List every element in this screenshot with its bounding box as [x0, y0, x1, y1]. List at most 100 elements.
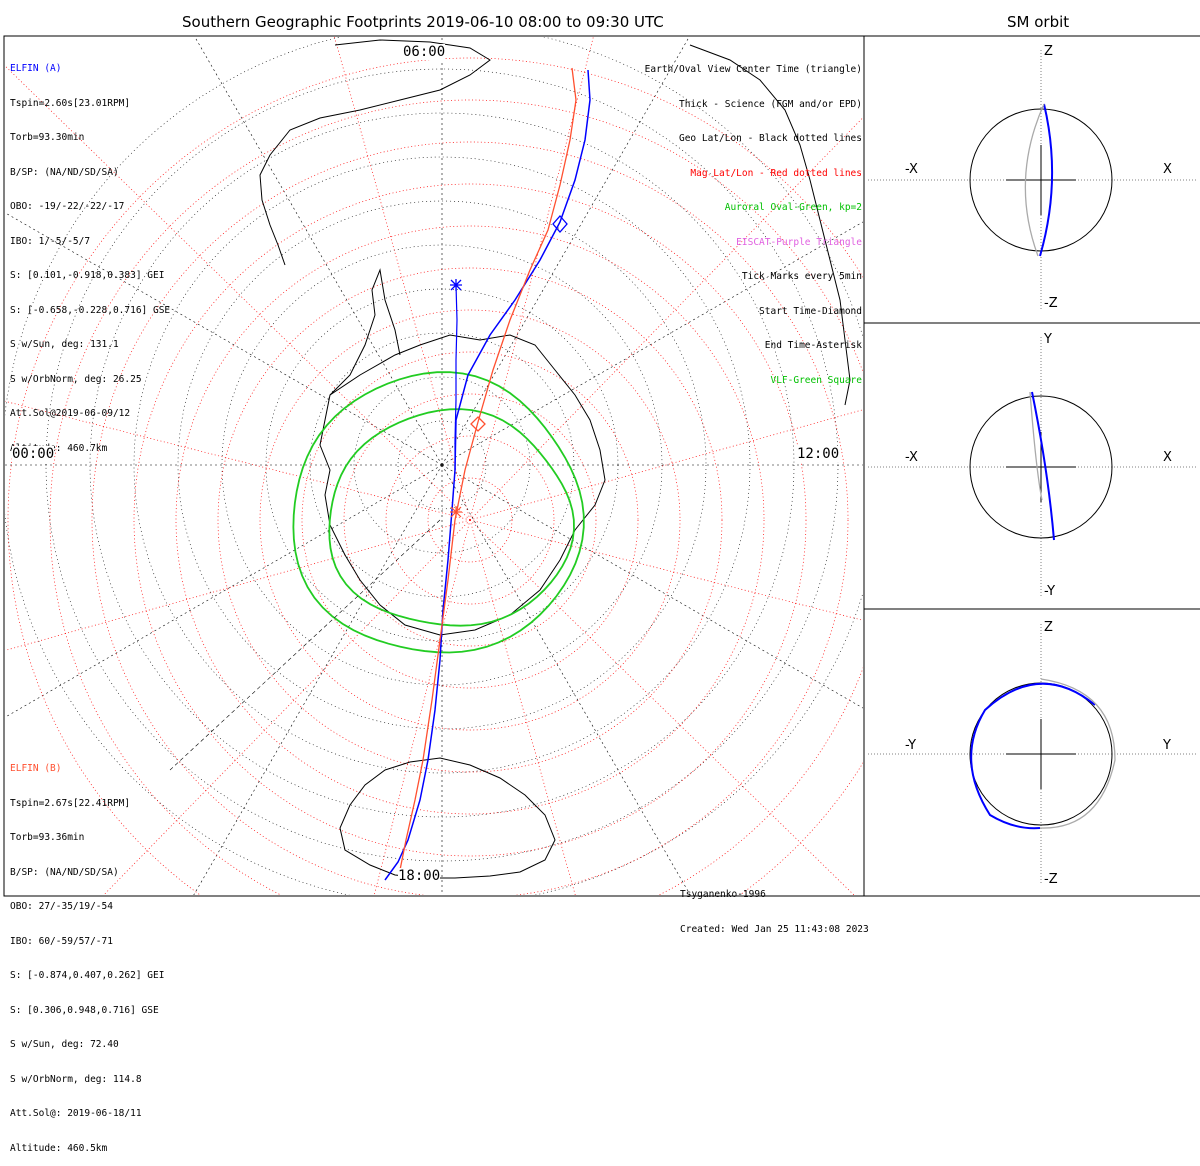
- elfin-a-line: IBO: 1/-5/-5/7: [10, 235, 91, 247]
- sm-panel-1: [868, 50, 1196, 310]
- sm-orbit-elfin-a: [1039, 103, 1054, 257]
- earth-circle: [969, 395, 1113, 539]
- mag-latitude-circle: [175, 225, 765, 815]
- elfin-b-start-diamond: [470, 416, 486, 432]
- elfin-a-end-asterisk: [450, 279, 462, 291]
- legend-item: Earth/Oval View Center Time (triangle): [644, 64, 862, 75]
- mag-latitude-circle: [217, 267, 723, 773]
- elfin-a-line: S w/Sun, deg: 131.1: [10, 339, 119, 350]
- elfin-b-line: S w/Sun, deg: 72.40: [10, 1039, 119, 1050]
- antarctic-peninsula-coastline: [329, 268, 401, 396]
- elfin-b-line: Torb=93.36min: [10, 832, 85, 843]
- mag-latitude-circle: [133, 183, 807, 857]
- geo-meridian: [441, 221, 863, 466]
- sm-panel-2: [868, 337, 1196, 597]
- geo-meridian: [193, 464, 443, 895]
- geo-latitude-circle: [397, 420, 487, 510]
- mag-latitude-circle: [343, 393, 597, 647]
- sm-panel-1-label-right: X: [1163, 162, 1172, 177]
- elfin-b-line: Att.Sol@: 2019-06-18/11: [10, 1108, 142, 1119]
- mag-latitude-circle: [91, 141, 849, 895]
- elfin-b-line: B/SP: (NA/ND/SD/SA): [10, 866, 119, 878]
- time-label-top: 06:00: [403, 44, 446, 60]
- elfin-a-line: B/SP: (NA/ND/SD/SA): [10, 166, 119, 178]
- created-timestamp: Created: Wed Jan 25 11:43:08 2023: [680, 923, 869, 935]
- australia-coastline: [339, 757, 556, 879]
- legend-item: Start Time-Diamond: [759, 305, 862, 317]
- legend: Earth/Oval View Center Time (triangle) T…: [645, 41, 862, 398]
- mag-latitude-circle: [427, 477, 513, 563]
- elfin-b-line: Altitude: 460.5km: [10, 1142, 108, 1154]
- elfin-a-info: ELFIN (A) Tspin=2.60s[23.01RPM] Torb=93.…: [10, 40, 170, 466]
- elfin-a-line: S: [-0.658,-0.228,0.716] GSE: [10, 304, 171, 316]
- elfin-a-track: [384, 69, 591, 881]
- time-label-left: 00:00: [12, 446, 55, 462]
- legend-item: Thick - Science (FGM and/or EPD): [678, 98, 862, 110]
- time-label-right: 12:00: [797, 446, 840, 462]
- sm-orbit-title: SM orbit: [1007, 13, 1070, 31]
- mag-meridian: [469, 519, 576, 895]
- elfin-a-line: S: [0.101,-0.918,0.383] GEI: [10, 270, 165, 281]
- elfin-b-line: Tspin=2.67s[22.41RPM]: [10, 797, 131, 809]
- sm-panel-1-label-top: Z: [1044, 44, 1053, 59]
- elfin-b-line: OBO: 27/-35/19/-54: [10, 901, 113, 912]
- elfin-b-end-asterisk: [450, 506, 462, 518]
- geo-meridian: [441, 464, 691, 895]
- sm-orbit-elfin-b: [1039, 678, 1116, 829]
- model-name: Tsyganenko-1996: [680, 889, 766, 900]
- legend-item: End Time-Asterisk: [764, 340, 862, 351]
- sm-panel-3-label-left: -Y: [905, 738, 917, 753]
- elfin-a-line: Tspin=2.60s[23.01RPM]: [10, 97, 131, 109]
- mag-meridian: [469, 519, 863, 621]
- legend-item: Auroral Oval-Green, kp=2: [724, 202, 862, 213]
- elfin-a-line: Att.Sol@2019-06-09/12: [10, 408, 131, 419]
- mag-meridian: [5, 519, 471, 651]
- footprint-plot: [3, 35, 1200, 897]
- legend-item: VLF-Green Square: [770, 374, 862, 386]
- elfin-b-name: ELFIN (B): [10, 763, 62, 774]
- elfin-a-line: Torb=93.30min: [10, 132, 85, 143]
- mag-latitude-circle: [385, 435, 555, 605]
- time-label-bottom: 18:00: [398, 868, 441, 884]
- footer: Tsyganenko-1996 Created: Wed Jan 25 11:4…: [680, 866, 869, 947]
- sm-panel-2-label-left: -X: [905, 450, 918, 465]
- map-frame: [3, 35, 865, 897]
- geo-latitude-circle: [177, 200, 707, 730]
- mag-meridian: [469, 37, 594, 521]
- legend-item: Tick Marks every 5min: [741, 271, 862, 282]
- geo-dashed-line: [169, 519, 441, 771]
- geo-meridian: [441, 464, 863, 709]
- legend-item: EISCAT-Purple Triangle: [736, 236, 862, 248]
- elfin-b-line: S: [0.306,0.948,0.716] GSE: [10, 1004, 159, 1016]
- elfin-b-track: [399, 67, 577, 871]
- elfin-a-track-segment: [454, 284, 458, 470]
- geo-meridian: [441, 37, 690, 466]
- sm-panel-1-label-bottom: -Z: [1044, 296, 1058, 311]
- sm-panel-3-label-top: Z: [1044, 620, 1053, 635]
- sm-panel-2-label-top: Y: [1044, 332, 1052, 347]
- geo-latitude-circle: [353, 376, 531, 554]
- sm-orbit-elfin-a: [970, 682, 1096, 830]
- elfin-a-line: S w/OrbNorm, deg: 26.25: [10, 373, 142, 385]
- mag-latitude-circle: [259, 309, 681, 731]
- elfin-a-name: ELFIN (A): [10, 63, 62, 74]
- sm-orbit-elfin-a: [1031, 391, 1055, 541]
- geo-meridian: [194, 37, 443, 466]
- legend-item: Mag Lat/Lon - Red dotted lines: [690, 167, 862, 179]
- sm-panel-3-label-right: Y: [1163, 738, 1171, 753]
- mag-meridian: [469, 519, 855, 895]
- sm-panel-3: [868, 624, 1196, 884]
- legend-item: Geo Lat/Lon - Black dotted lines: [678, 133, 862, 144]
- geo-meridian: [5, 212, 443, 466]
- sm-panel-2-label-right: X: [1163, 450, 1172, 465]
- elfin-a-line: OBO: -19/-22/-22/-17: [10, 201, 125, 212]
- elfin-b-line: S w/OrbNorm, deg: 114.8: [10, 1073, 142, 1085]
- geo-meridian: [5, 464, 443, 718]
- main-title: Southern Geographic Footprints 2019-06-1…: [182, 13, 664, 31]
- sm-panel-1-label-left: -X: [905, 162, 918, 177]
- mag-latitude-circle: [301, 351, 639, 689]
- auroral-oval-inner: [328, 408, 575, 627]
- elfin-b-line: S: [-0.874,0.407,0.262] GEI: [10, 970, 165, 981]
- sm-orbit-elfin-b: [1029, 391, 1043, 501]
- auroral-oval-outer: [292, 371, 585, 654]
